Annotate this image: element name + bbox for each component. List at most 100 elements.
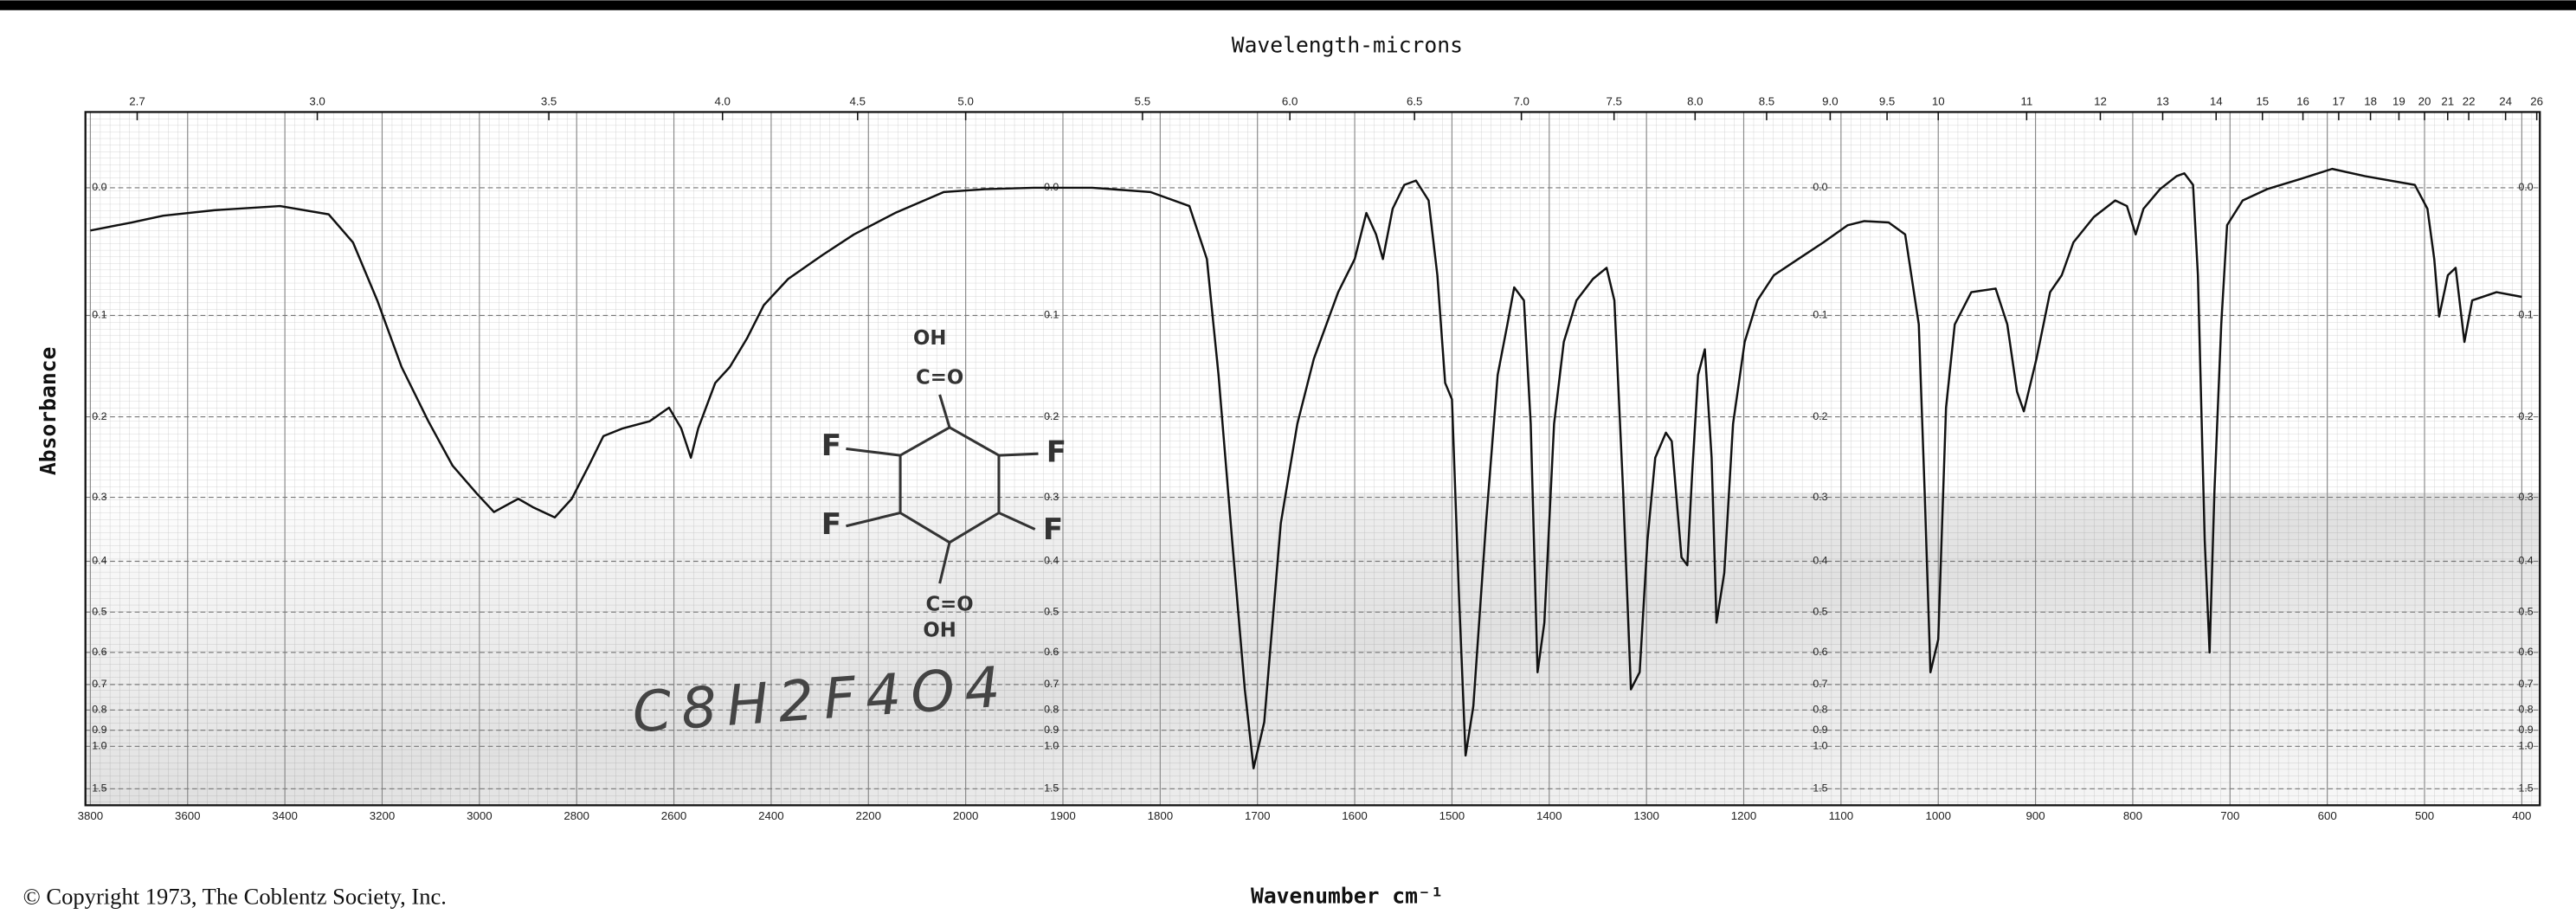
structure-label: F [821, 507, 841, 542]
x2-tick-label: 6.5 [1407, 95, 1422, 108]
y-tick-label: 0.9 [1044, 724, 1059, 736]
x2-tick-label: 17 [2332, 95, 2345, 108]
y-tick-label: 1.0 [1044, 740, 1059, 752]
y-tick-label: 0.0 [2519, 181, 2534, 193]
y-tick-label: 0.6 [1813, 646, 1827, 658]
y-tick-label: 0.2 [1813, 410, 1827, 422]
x-tick-label: 1700 [1245, 809, 1271, 822]
x-tick-label: 3400 [272, 809, 298, 822]
y-tick-label: 1.5 [1044, 782, 1059, 795]
x2-tick-label: 21 [2441, 95, 2454, 108]
x2-tick-label: 5.0 [957, 95, 973, 108]
x2-tick-label: 15 [2256, 95, 2269, 108]
x2-tick-label: 13 [2156, 95, 2169, 108]
x2-tick-label: 10 [1932, 95, 1945, 108]
spectrum-line [90, 167, 2522, 769]
x2-tick-label: 9.5 [1879, 95, 1895, 108]
x-tick-label: 1600 [1342, 809, 1368, 822]
x2-tick-label: 18 [2364, 95, 2377, 108]
x-tick-label: 1100 [1829, 809, 1854, 822]
x2-tick-label: 19 [2392, 95, 2405, 108]
x2-tick-label: 8.5 [1759, 95, 1774, 108]
bond [846, 447, 901, 457]
y-axis-title: Absorbance [35, 347, 61, 475]
x2-tick-label: 3.0 [309, 95, 325, 108]
x-tick-label: 800 [2123, 809, 2142, 822]
y-tick-label: 0.5 [1044, 605, 1059, 617]
y-tick-label: 0.1 [2519, 309, 2534, 321]
y-tick-label: 0.9 [2519, 724, 2534, 736]
y-tick-label: 1.5 [2519, 782, 2534, 795]
bond [998, 512, 1036, 531]
x-tick-label: 3000 [467, 809, 493, 822]
x2-tick-label: 22 [2463, 95, 2476, 108]
plot-frame [84, 111, 2541, 807]
bond [938, 394, 951, 428]
x2-tick-label: 11 [2020, 95, 2032, 108]
y-tick-label: 0.5 [92, 605, 106, 617]
y-tick-label: 0.4 [1044, 555, 1059, 567]
y-tick-label: 1.5 [1813, 782, 1827, 795]
y-tick-label: 0.2 [1044, 410, 1059, 422]
y-tick-label: 0.9 [92, 724, 106, 736]
x-tick-label: 400 [2512, 809, 2531, 822]
y-tick-label: 0.1 [1044, 309, 1059, 321]
y-tick-label: 0.8 [92, 704, 106, 716]
x2-tick-label: 6.0 [1282, 95, 1298, 108]
x-tick-label: 1800 [1148, 809, 1174, 822]
x2-tick-label: 14 [2210, 95, 2223, 108]
structure-label: C=O [925, 593, 973, 615]
y-tick-label: 0.7 [2519, 678, 2534, 690]
paper-shading [85, 492, 2541, 806]
y-tick-label: 0.1 [92, 309, 106, 321]
y-tick-label: 1.0 [2519, 740, 2534, 752]
y-tick-label: 0.0 [92, 181, 106, 193]
x2-tick-label: 9.0 [1822, 95, 1838, 108]
x-tick-label: 900 [2026, 809, 2045, 822]
y-tick-label: 0.5 [1813, 605, 1827, 617]
y-tick-label: 0.9 [1813, 724, 1827, 736]
x-tick-label: 2200 [856, 809, 882, 822]
y-tick-label: 0.3 [1813, 491, 1827, 503]
bond [938, 542, 951, 584]
y-tick-label: 1.0 [1813, 740, 1827, 752]
structure-label: OH [913, 327, 946, 350]
x-axis-title: Wavenumber cm⁻¹ [1251, 884, 1444, 909]
y-tick-label: 0.4 [2519, 555, 2534, 567]
y-tick-label: 0.8 [2519, 704, 2534, 716]
x-tick-label: 1400 [1536, 809, 1562, 822]
x2-tick-label: 24 [2499, 95, 2512, 108]
x2-tick-label: 2.7 [129, 95, 145, 108]
y-tick-label: 1.0 [92, 740, 106, 752]
x2-tick-label: 7.5 [1606, 95, 1621, 108]
x2-tick-label: 8.0 [1687, 95, 1703, 108]
x-tick-label: 2800 [564, 809, 589, 822]
structure-drawing [846, 394, 1039, 584]
y-tick-label: 0.4 [92, 555, 106, 567]
x-tick-label: 3800 [78, 809, 104, 822]
x-tick-label: 3200 [370, 809, 396, 822]
y-tick-label: 0.3 [1044, 491, 1059, 503]
y-tick-label: 0.6 [1044, 646, 1059, 658]
copyright: © Copyright 1973, The Coblentz Society, … [23, 884, 447, 910]
y-tick-label: 0.6 [2519, 646, 2534, 658]
x2-tick-label: 16 [2296, 95, 2309, 108]
x-tick-label: 3600 [175, 809, 201, 822]
x2-tick-label: 3.5 [541, 95, 557, 108]
bond [998, 452, 1039, 457]
top-strip [0, 0, 2576, 10]
x2-tick-label: 20 [2418, 95, 2431, 108]
top-axis-title: Wavelength-microns [1232, 33, 1463, 58]
x-tick-label: 1900 [1050, 809, 1076, 822]
y-tick-label: 0.6 [92, 646, 106, 658]
x2-tick-label: 4.0 [714, 95, 730, 108]
x2-tick-label: 26 [2530, 95, 2543, 108]
x-tick-label: 2000 [953, 809, 979, 822]
bond [846, 512, 901, 528]
y-tick-label: 1.5 [92, 782, 106, 795]
y-tick-label: 0.4 [1813, 555, 1827, 567]
x-tick-label: 700 [2220, 809, 2239, 822]
x-tick-label: 1500 [1439, 809, 1465, 822]
structure-label: F [1043, 512, 1063, 547]
